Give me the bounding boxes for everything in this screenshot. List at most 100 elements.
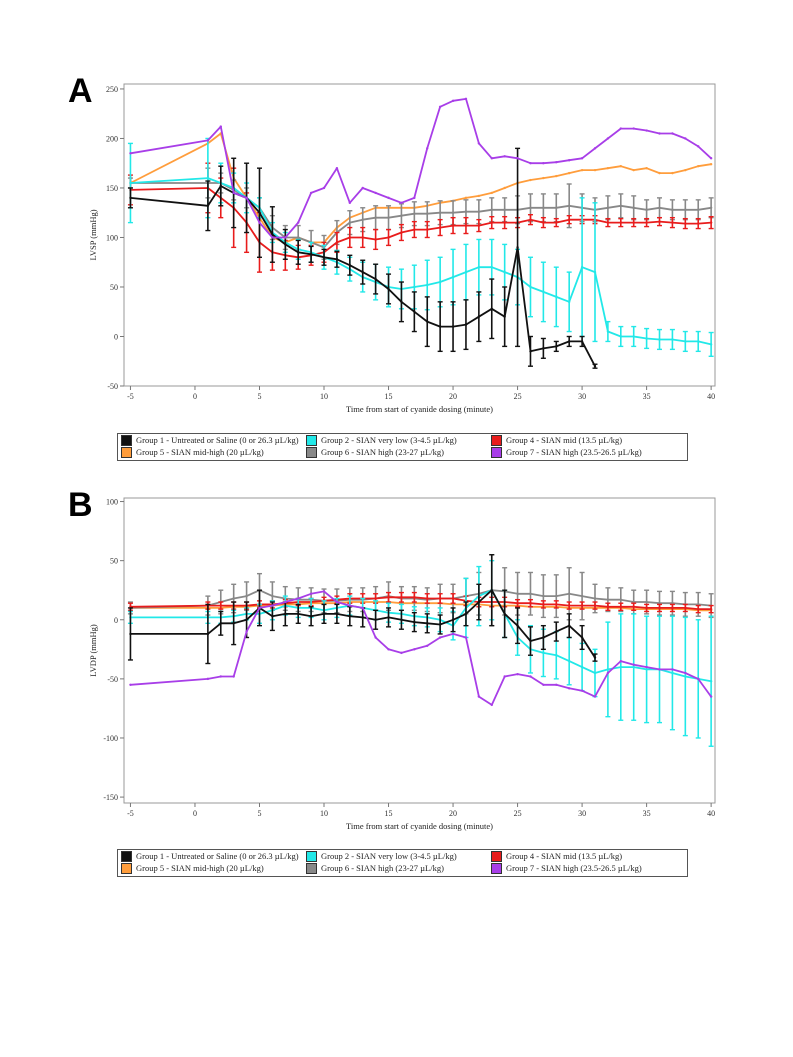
data-point <box>593 671 597 675</box>
data-point <box>490 307 493 310</box>
data-point <box>645 221 648 224</box>
data-point <box>645 129 648 132</box>
data-point <box>632 335 635 338</box>
data-point <box>555 161 558 164</box>
data-point <box>387 596 390 599</box>
data-point <box>490 208 493 211</box>
legend-item: Group 1 - Untreated or Saline (0 or 26.3… <box>118 434 303 446</box>
data-point <box>503 675 506 678</box>
data-point <box>632 605 635 608</box>
data-point <box>542 603 545 606</box>
x-tick-label: 5 <box>257 392 261 401</box>
data-point <box>529 602 532 605</box>
data-point <box>464 97 468 101</box>
data-point <box>645 208 648 211</box>
data-point <box>542 290 545 294</box>
legend-label: Group 5 - SIAN mid-high (20 µL/kg) <box>136 447 264 457</box>
legend-swatch <box>306 862 317 874</box>
data-point <box>245 196 248 200</box>
y-tick-label: -50 <box>107 675 118 684</box>
data-point <box>451 211 455 214</box>
data-point <box>529 218 532 221</box>
data-point <box>258 211 261 214</box>
legend-item: Group 6 - SIAN high (23-27 µL/kg) <box>303 446 488 458</box>
legend-swatch <box>121 850 132 862</box>
series-5 <box>127 554 714 627</box>
data-point <box>529 178 532 182</box>
data-point <box>464 196 468 200</box>
data-point <box>348 236 352 239</box>
data-point <box>684 671 687 675</box>
data-point <box>464 224 468 227</box>
data-point <box>426 622 429 625</box>
data-point <box>606 330 610 333</box>
data-point <box>529 162 532 165</box>
data-point <box>580 168 584 172</box>
data-point <box>413 212 416 215</box>
x-tick-label: 35 <box>643 809 651 818</box>
data-point <box>490 265 493 269</box>
series-6 <box>129 590 713 707</box>
data-point <box>555 345 558 348</box>
data-point <box>206 677 210 681</box>
data-point <box>413 228 416 231</box>
data-point <box>645 600 648 604</box>
data-point <box>580 340 584 343</box>
chart-a: -5 0 5 10 15 20 25 30 35 40-50050100150200250Time… <box>88 83 716 414</box>
data-point <box>684 675 687 678</box>
data-point <box>464 636 468 639</box>
data-point <box>503 186 506 190</box>
data-point <box>438 623 442 626</box>
data-point <box>477 224 481 227</box>
plot-frame <box>123 83 716 387</box>
data-point <box>697 677 700 681</box>
x-tick-label: 0 <box>193 392 197 401</box>
data-point <box>593 656 597 659</box>
legend-swatch <box>306 434 317 446</box>
legend-swatch <box>121 862 132 874</box>
data-point <box>426 283 429 287</box>
legend-b: Group 1 - Untreated or Saline (0 or 26.3… <box>117 849 688 877</box>
data-point <box>619 127 623 130</box>
data-point <box>387 236 390 239</box>
legend-item: Group 2 - SIAN very low (3-4.5 µL/kg) <box>303 850 488 862</box>
data-point <box>451 597 455 600</box>
data-point <box>426 147 429 150</box>
series-line <box>130 187 712 259</box>
data-point <box>400 651 403 655</box>
series-3 <box>127 162 714 273</box>
data-point <box>451 99 455 103</box>
data-point <box>606 598 610 601</box>
x-tick-label: 10 <box>320 809 328 818</box>
data-point <box>580 594 584 598</box>
data-point <box>464 323 468 326</box>
data-point <box>503 612 506 616</box>
data-point <box>645 665 648 669</box>
x-tick-label: 25 <box>514 392 522 401</box>
data-point <box>297 597 300 600</box>
series-4 <box>129 132 713 244</box>
data-point <box>322 590 326 593</box>
data-point <box>477 600 481 604</box>
x-tick-label: 20 <box>449 392 457 401</box>
data-point <box>567 659 571 663</box>
y-tick-label: 0 <box>114 616 118 625</box>
data-point <box>567 300 571 304</box>
series-line <box>130 185 596 367</box>
data-point <box>555 683 558 686</box>
data-point <box>671 338 674 341</box>
y-tick-label: 200 <box>106 134 118 143</box>
data-point <box>374 238 377 241</box>
data-point <box>580 604 584 607</box>
y-axis-label: LVSP (mmHg) <box>88 209 98 260</box>
data-point <box>426 320 429 323</box>
data-point <box>658 338 661 341</box>
data-point <box>684 208 687 211</box>
legend-item: Group 4 - SIAN mid (13.5 µL/kg) <box>488 850 673 862</box>
data-point <box>580 265 584 269</box>
data-point <box>684 222 687 225</box>
data-point <box>542 206 545 209</box>
data-point <box>374 618 377 621</box>
panel-label-a: A <box>68 72 93 110</box>
